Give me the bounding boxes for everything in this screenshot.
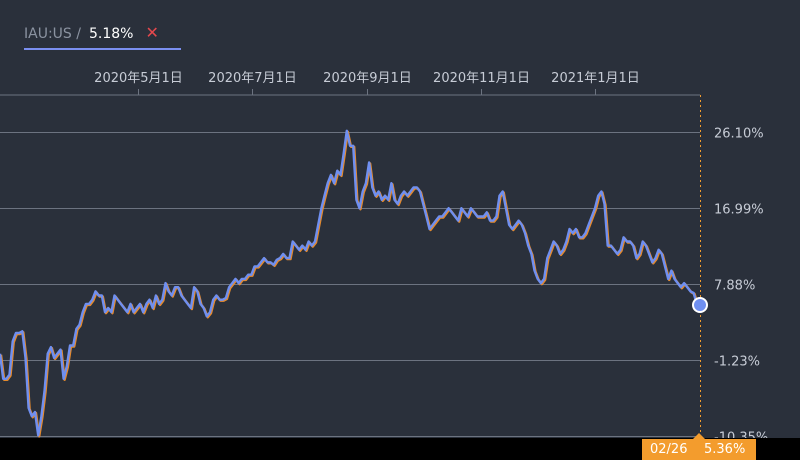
- x-tick-label: 2020年9月1日: [323, 71, 412, 86]
- x-tick-label: 2021年1月1日: [551, 71, 640, 86]
- y-axis-ticks: 26.10%16.99%7.88%-1.23%-10.35%: [714, 127, 768, 446]
- gridlines: [0, 94, 700, 437]
- crosshair-date: 02/26: [650, 442, 688, 457]
- last-point: [694, 299, 706, 312]
- x-tick-label: 2020年7月1日: [208, 71, 297, 86]
- close-icon[interactable]: ✕: [145, 23, 159, 42]
- y-tick-label: 16.99%: [714, 203, 764, 218]
- legend-symbol: IAU:US /: [24, 26, 81, 42]
- series-layer: [0, 95, 708, 440]
- legend-value: 5.18%: [88, 26, 134, 42]
- series-line: [0, 129, 701, 437]
- x-tick-label: 2020年5月1日: [94, 71, 183, 86]
- legend: IAU:US / 5.18% ✕: [24, 23, 181, 50]
- crosshair-value: 5.36%: [704, 442, 746, 457]
- x-tick-label: 2020年11月1日: [433, 71, 530, 86]
- y-tick-label: 7.88%: [714, 279, 755, 294]
- x-axis-ticks: 2020年5月1日 2020年7月1日 2020年9月1日 2020年11月1日 202…: [94, 71, 640, 95]
- badge-pointer: [693, 433, 705, 439]
- crosshair-badge: 02/26 5.36%: [642, 439, 756, 460]
- y-tick-label: 26.10%: [714, 127, 764, 142]
- time-axis-bar: [0, 438, 800, 460]
- legend-underline: [24, 48, 181, 50]
- y-tick-label: -1.23%: [714, 355, 760, 370]
